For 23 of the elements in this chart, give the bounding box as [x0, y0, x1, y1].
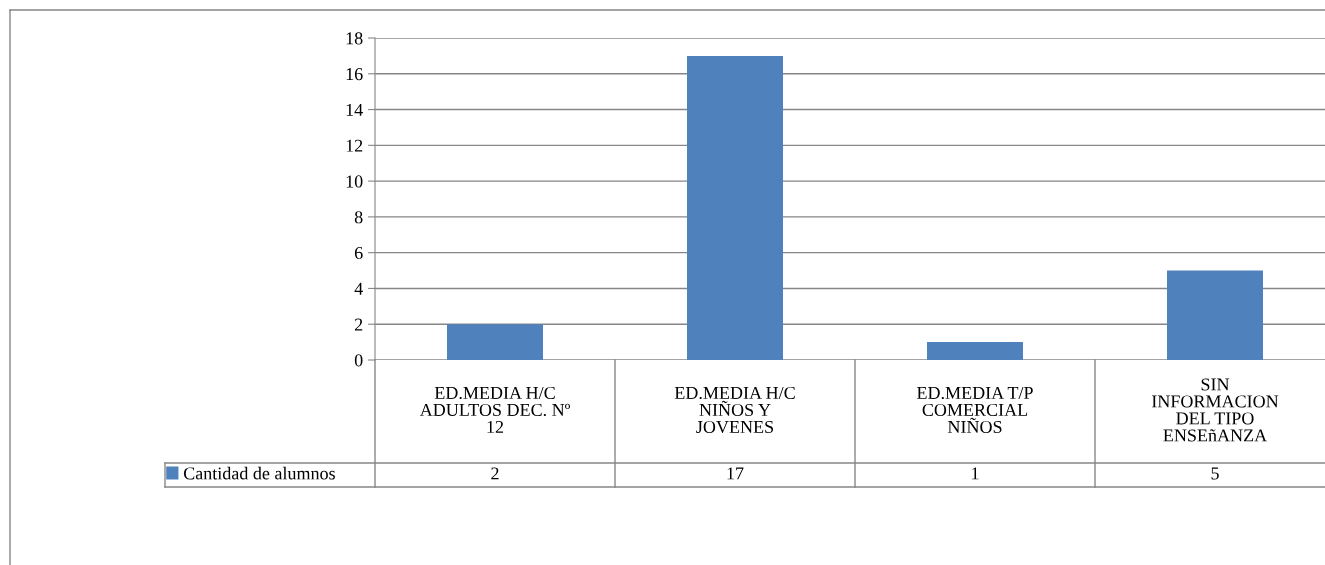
x-tick-label: ED.MEDIA H/C NIÑOS Y JOVENES — [674, 386, 795, 434]
y-tick-label: 16 — [346, 68, 363, 81]
legend-label: Cantidad de alumnos — [183, 466, 335, 480]
x-tick-label: ED.MEDIA H/C ADULTOS DEC. Nº 12 — [419, 386, 570, 433]
x-tick-label: ED.MEDIA T/P COMERCIAL NIÑOS — [917, 386, 1033, 434]
y-tick-label: 0 — [354, 354, 363, 367]
data-label: 2 — [491, 467, 499, 480]
bar — [927, 342, 1023, 360]
data-label: 17 — [727, 467, 744, 480]
data-label: 1 — [972, 467, 979, 480]
bar — [1167, 270, 1263, 360]
y-tick-label: 6 — [354, 246, 363, 260]
bar — [447, 324, 543, 360]
y-tick-label: 4 — [354, 282, 363, 295]
data-label: 5 — [1211, 467, 1219, 480]
y-tick-label: 8 — [354, 211, 363, 224]
bar — [687, 55, 783, 360]
y-tick-label: 14 — [346, 103, 363, 116]
y-tick-label: 10 — [346, 175, 363, 188]
y-tick-label: 12 — [346, 139, 363, 152]
y-tick-label: 18 — [346, 32, 363, 45]
y-tick-label: 2 — [354, 318, 363, 331]
x-tick-label: SIN INFORMACION DEL TIPO ENSEñANZA — [1151, 378, 1279, 442]
